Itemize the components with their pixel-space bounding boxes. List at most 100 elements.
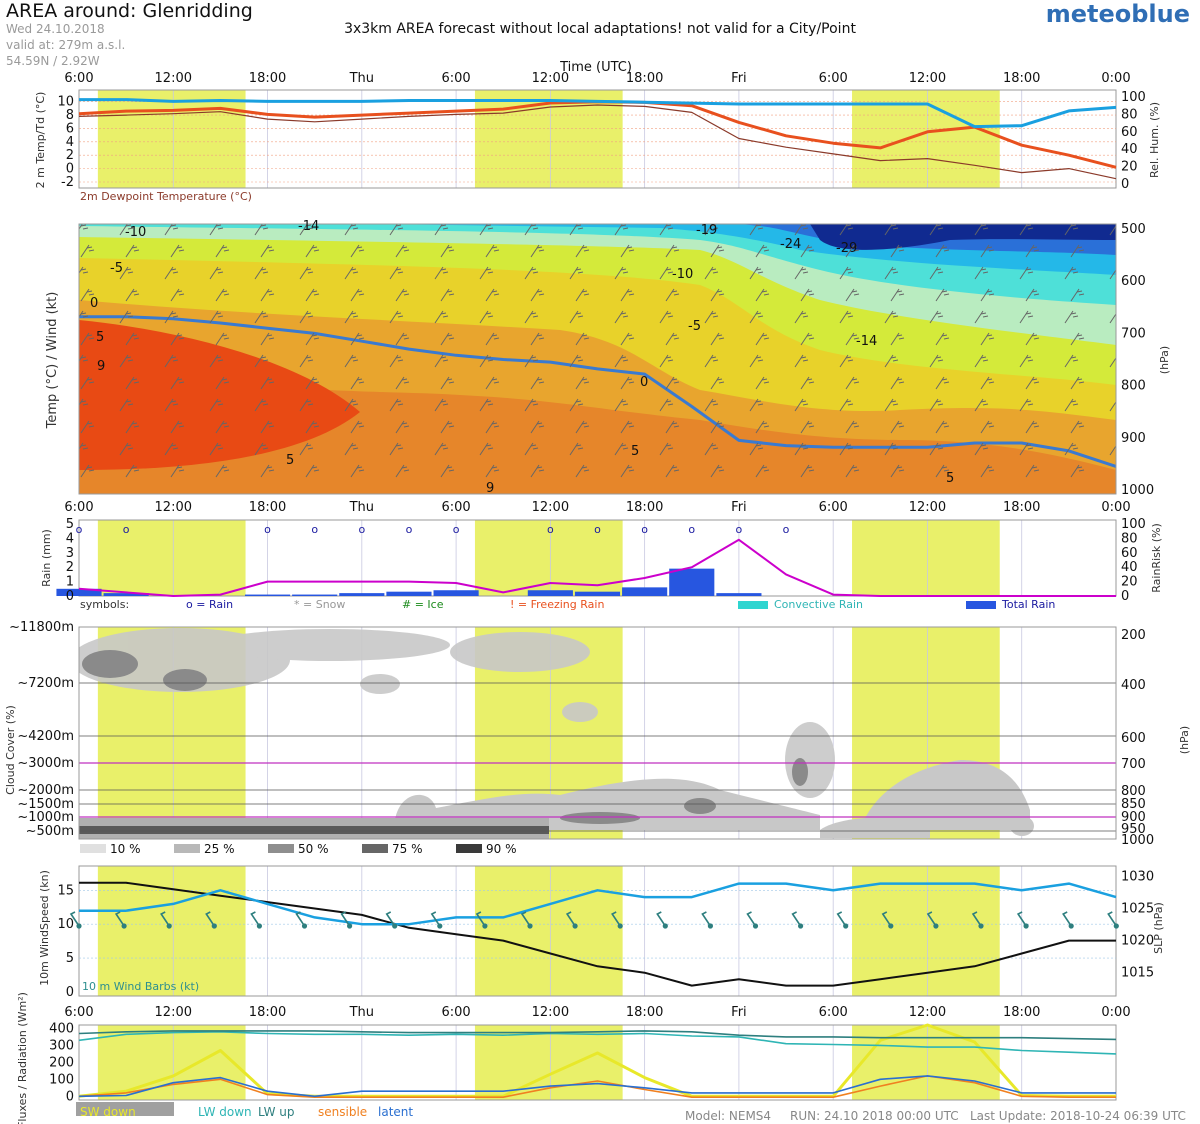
wind-barb [434, 310, 449, 324]
wind-barb [935, 244, 950, 258]
wind-barb [569, 354, 584, 368]
wind-barb [620, 420, 635, 434]
wind-barb [350, 288, 365, 302]
wind-barb [800, 420, 815, 434]
wind-barb [524, 354, 539, 368]
wind-barb [575, 376, 590, 390]
rain-bar [716, 593, 762, 596]
wind-barb [254, 266, 269, 280]
profile-axis-label: Temp (°C) / Wind (kt) [45, 292, 60, 430]
wind-barb [890, 376, 905, 390]
wind-barb [614, 354, 629, 368]
pressure-tick: 500 [1121, 222, 1146, 237]
dewpoint-footnote: 2m Dewpoint Temperature (°C) [80, 190, 252, 203]
temp-axis-label: 2 m Temp/Td (°C) [34, 92, 47, 189]
wind-barb [1070, 420, 1085, 434]
meteoblue-logo[interactable]: meteoblue [1046, 0, 1190, 28]
contour-label: -10 [672, 267, 693, 282]
wind-barb [704, 442, 719, 456]
convective-rain-swatch [738, 601, 768, 609]
wind-barb [79, 224, 89, 230]
wind-barb [80, 376, 95, 390]
slp-tick: 1030 [1121, 869, 1154, 884]
windspeed-tick: 10 [57, 917, 74, 932]
wind-barb [440, 420, 455, 434]
wind-barb [1025, 332, 1040, 346]
time-tick-profile: 6:00 [441, 500, 470, 515]
wind-barb-station [1023, 923, 1029, 929]
rain-symbol-legend: o = Rain [186, 598, 233, 611]
wind-barb-station [572, 923, 578, 929]
rain-tick: 4 [66, 531, 74, 546]
time-tick-profile: 6:00 [819, 500, 848, 515]
wind-barb [575, 332, 590, 346]
wind-barb [839, 354, 854, 368]
wind-barb [479, 266, 494, 280]
time-tick-radiation: 12:00 [909, 1005, 946, 1020]
cloud-height-tick: ~1500m [17, 797, 74, 812]
contour-label: -19 [696, 223, 717, 238]
cloud-height-tick: ~1000m [17, 810, 74, 825]
time-tick-profile: 18:00 [1003, 500, 1040, 515]
daylight-band [474, 90, 623, 188]
wind-barb [665, 288, 680, 302]
wind-barb-10m [1107, 911, 1117, 927]
wind-barb [749, 354, 764, 368]
daylight-band [852, 1025, 1000, 1100]
wind-barb [209, 442, 224, 456]
cloud-axis-label: Cloud Cover (%) [4, 705, 17, 795]
wind-barb [305, 332, 320, 346]
wind-barb-station [121, 923, 127, 929]
time-tick-top: 0:00 [1101, 71, 1130, 86]
wind-barb [884, 224, 899, 236]
wind-barb [79, 398, 89, 406]
temp-tick: 2 [66, 148, 74, 163]
wind-barb [479, 398, 494, 412]
cloud-legend-swatch [80, 844, 106, 853]
time-tick-radiation: 12:00 [532, 1005, 569, 1020]
rain-bar [433, 590, 479, 596]
wind-barb [755, 376, 770, 390]
time-tick-profile: 18:00 [626, 500, 663, 515]
wind-barb [524, 310, 539, 324]
wind-barb [299, 398, 314, 412]
humidity-tick: 80 [1121, 107, 1138, 122]
rain-symbol: o [783, 523, 790, 536]
wind-barb-10m [1062, 911, 1072, 927]
temp-tick: 4 [66, 135, 74, 150]
wind-barb [665, 376, 680, 390]
time-tick-top: Thu [349, 71, 374, 86]
rain-symbol: o [547, 523, 554, 536]
wind-barb [845, 420, 860, 434]
rainrisk-tick: 0 [1121, 589, 1129, 604]
cloud-legend-label: 10 % [110, 842, 141, 856]
flux-tick: 0 [66, 1089, 74, 1104]
wind-barb [164, 266, 179, 280]
contour-label: 5 [286, 453, 294, 468]
rain-symbol: o [311, 523, 318, 536]
wind-barb [839, 224, 854, 236]
wind-barb [1019, 354, 1034, 368]
cloud-height-tick: ~3000m [17, 756, 74, 771]
cloud-legend-swatch [456, 844, 482, 853]
last-update: Last Update: 2018-10-24 06:39 UTC [970, 1109, 1186, 1123]
wind-barb [434, 442, 449, 456]
wind-barb [79, 310, 89, 318]
wind-barb [260, 332, 275, 346]
wind-barb [1070, 244, 1085, 258]
rain-symbol: o [688, 523, 695, 536]
wind-barb [1019, 442, 1034, 456]
wind-barb [530, 376, 545, 390]
windspeed-tick: 5 [66, 951, 74, 966]
wind-barb [209, 398, 224, 412]
wind-barb [164, 354, 179, 368]
wind-barb-station [527, 923, 533, 929]
wind-barb [389, 398, 404, 412]
sw-down-swatch [76, 1102, 174, 1116]
wind-barb [980, 464, 995, 478]
rainrisk-line [78, 538, 1116, 597]
wind-barb [209, 266, 224, 280]
wind-barb [119, 266, 134, 280]
wind-barb [794, 266, 809, 280]
